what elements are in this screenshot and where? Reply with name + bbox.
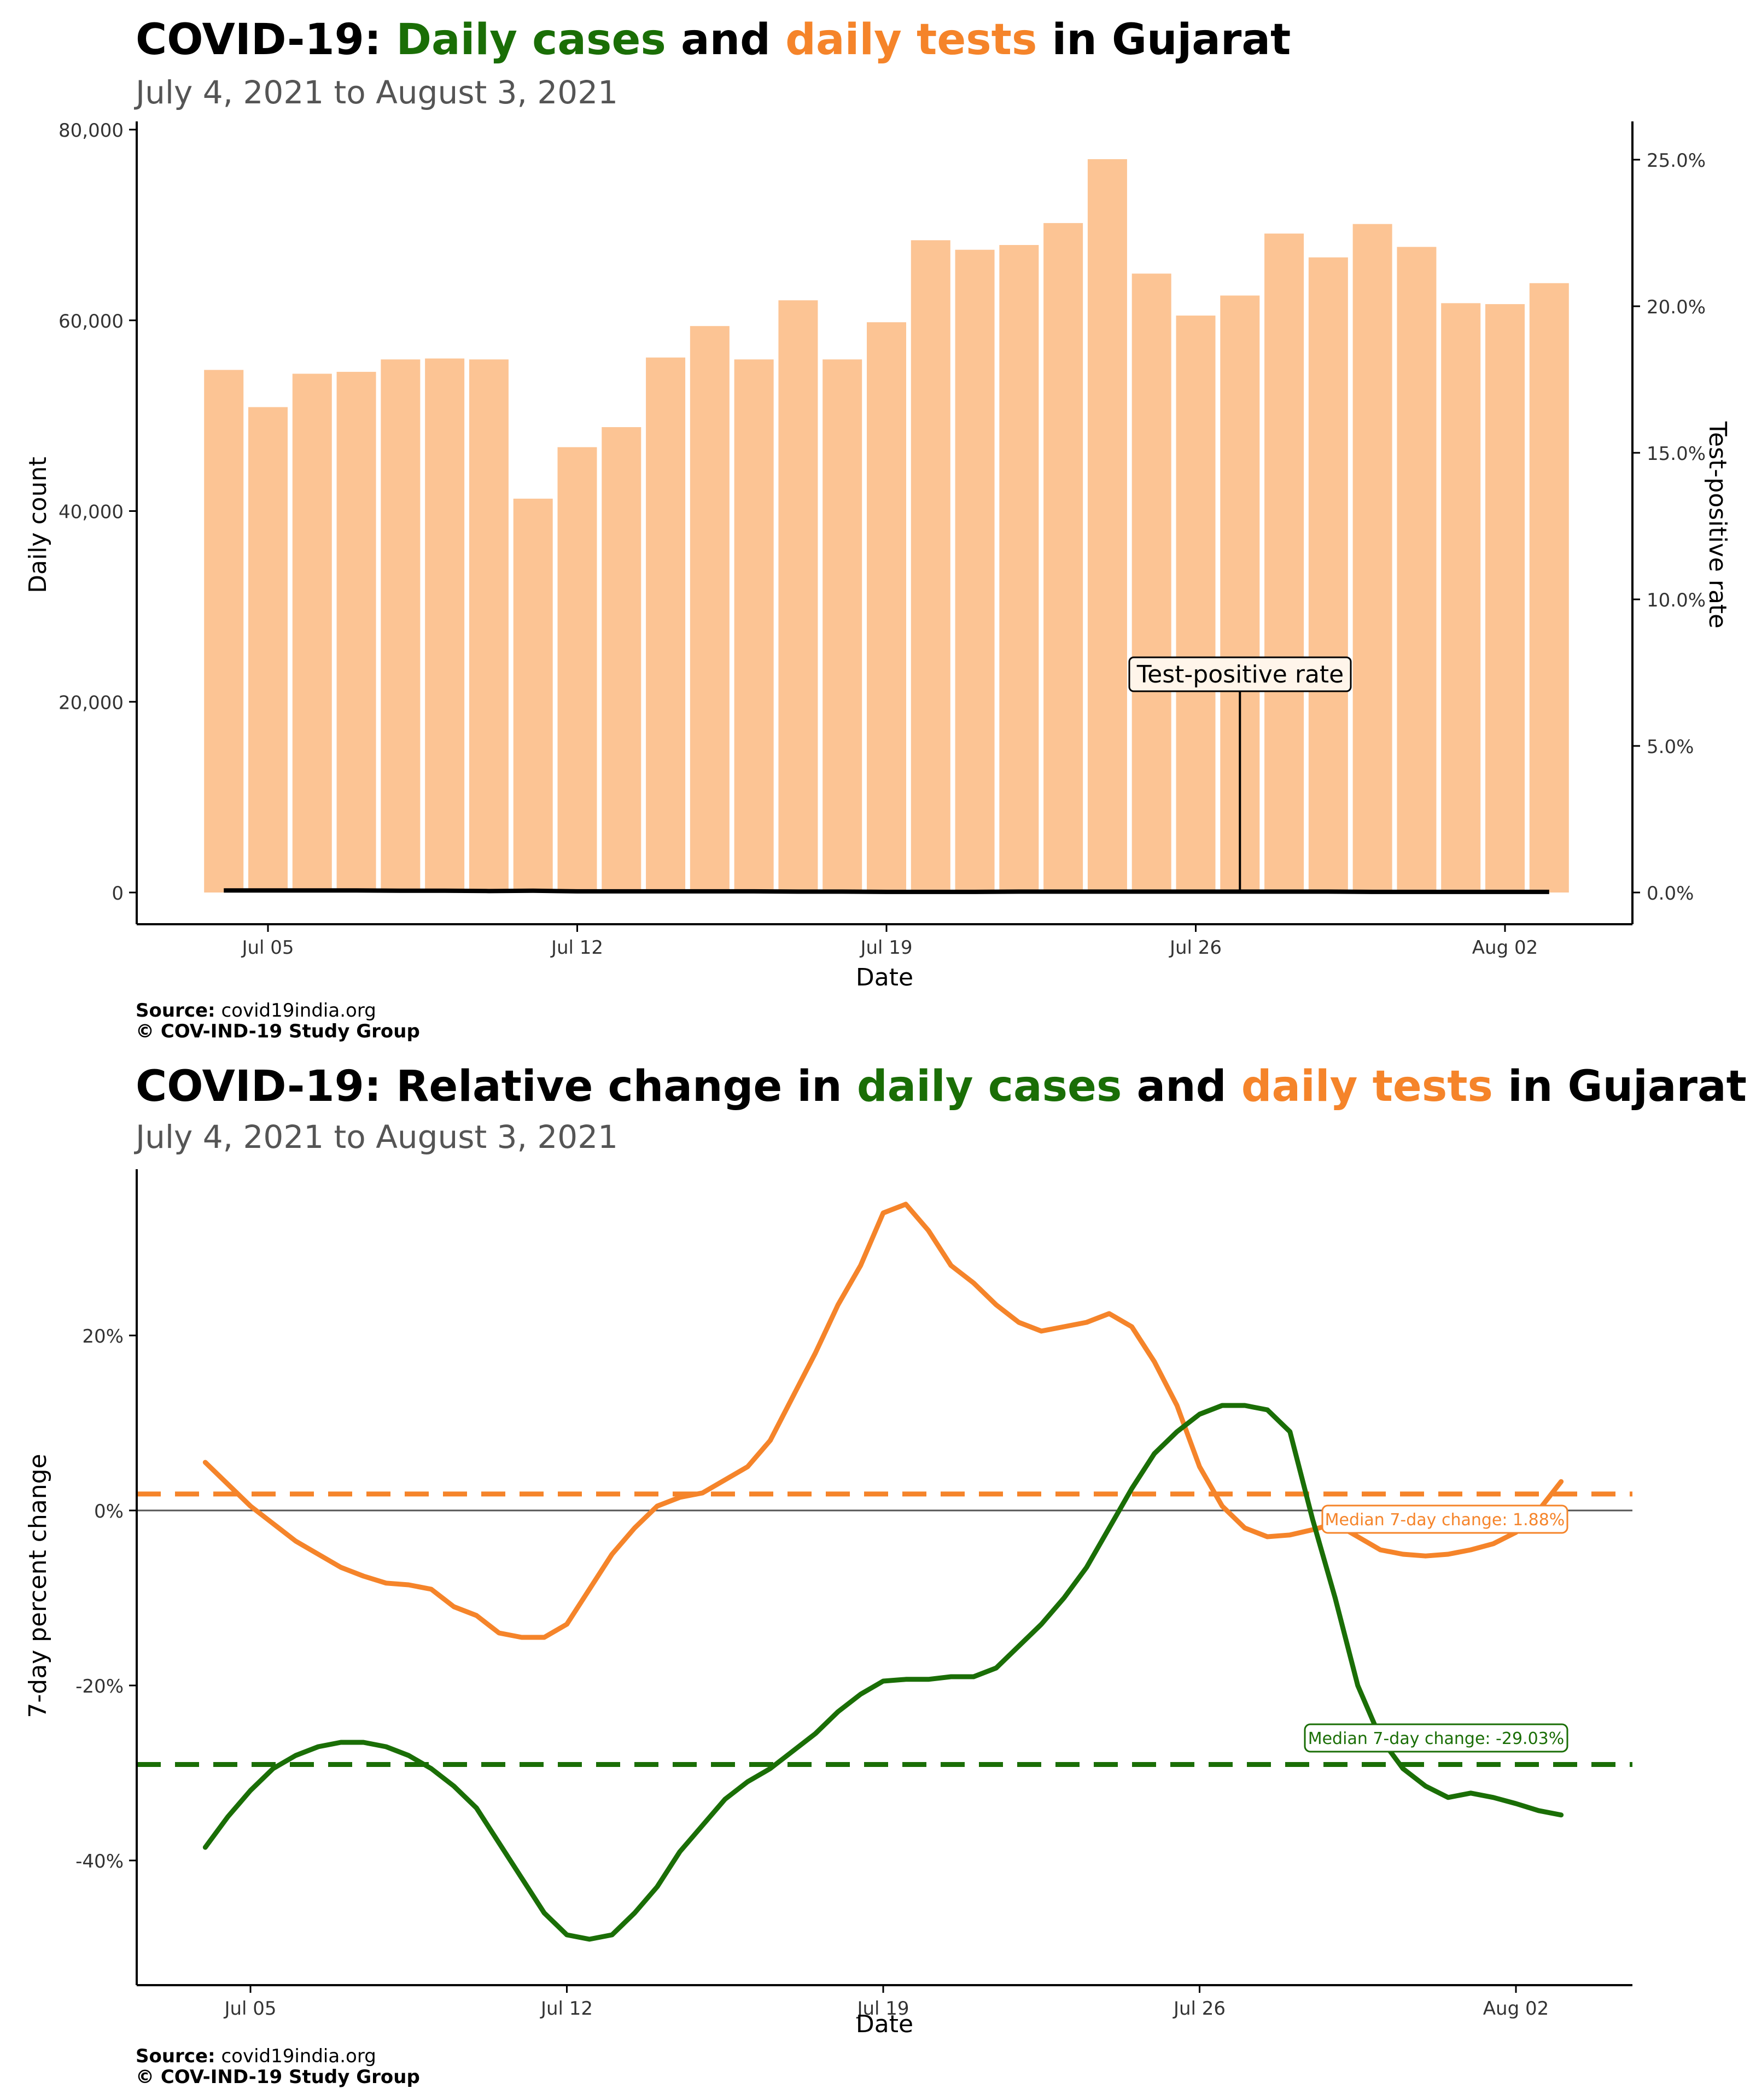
y-tick-label: 20% — [82, 1326, 124, 1348]
chart2-copyright: © COV-IND-19 Study Group — [136, 2066, 420, 2088]
y-axis-title: Daily count — [24, 457, 52, 593]
chart2-source: Source: covid19india.org — [136, 2045, 376, 2067]
chart2-title-and: and — [1122, 1062, 1241, 1111]
tests-bar — [955, 249, 995, 892]
y-right-tick-label: 20.0% — [1647, 296, 1706, 318]
x-axis-title: Date — [856, 964, 913, 991]
y-tick-label: 0 — [112, 883, 124, 905]
tests-bar — [1352, 224, 1392, 893]
y-right-tick-label: 10.0% — [1647, 590, 1706, 611]
chart1-source-label: Source: — [136, 1000, 215, 1022]
median-tests-label: Median 7-day change: 1.88% — [1325, 1510, 1565, 1530]
tests-bar — [1131, 273, 1171, 892]
tests-bar — [822, 359, 862, 892]
chart1-source-value: covid19india.org — [215, 1000, 376, 1022]
tests-bar — [469, 359, 509, 892]
x-tick-label: Aug 02 — [1483, 1998, 1549, 2020]
chart2-title-cases: daily cases — [856, 1062, 1122, 1111]
chart2-title-suffix: in Gujarat — [1492, 1062, 1747, 1111]
tests-bar — [1043, 223, 1083, 893]
chart2-subtitle: July 4, 2021 to August 3, 2021 — [136, 1118, 619, 1156]
y-right-tick-label: 25.0% — [1647, 150, 1706, 172]
tests-bar — [557, 447, 597, 892]
tests-bar — [425, 358, 465, 892]
chart2-title-tests: daily tests — [1241, 1062, 1493, 1111]
chart1-title: COVID-19: Daily cases and daily tests in… — [136, 15, 1291, 65]
chart1-title-prefix: COVID-19: — [136, 15, 396, 65]
median-cases-label-box — [1304, 1723, 1568, 1753]
y-tick-label: -40% — [75, 1851, 124, 1872]
tests-bar — [646, 357, 686, 892]
y-axis-title-right: Test-positive rate — [1704, 421, 1731, 628]
x-tick-label: Jul 26 — [1169, 937, 1222, 959]
test-positive-rate-line — [224, 888, 1549, 894]
tests-bar — [690, 326, 730, 892]
tests-bar — [867, 322, 906, 892]
tests-bar — [911, 240, 950, 892]
x-tick-label: Jul 12 — [540, 1998, 593, 2020]
tests-bar — [602, 427, 641, 892]
chart2-title: COVID-19: Relative change in daily cases… — [136, 1062, 1747, 1111]
y-tick-label: 0% — [94, 1501, 124, 1522]
y-tick-label: 60,000 — [59, 311, 124, 332]
median-tests-label-box — [1321, 1504, 1568, 1534]
y-right-tick-label: 5.0% — [1647, 736, 1694, 758]
y-right-tick-label: 15.0% — [1647, 443, 1706, 465]
annotation-label: Test-positive rate — [1136, 661, 1344, 689]
tests-bar — [381, 359, 421, 892]
chart1-source: Source: covid19india.org — [136, 1000, 376, 1022]
tests-bar — [1441, 303, 1481, 892]
chart1-subtitle: July 4, 2021 to August 3, 2021 — [136, 74, 619, 111]
chart2-plot: Median 7-day change: 1.88% Median 7-day c… — [24, 1169, 1632, 2038]
x-tick-label: Jul 26 — [1172, 1998, 1226, 2020]
y-tick-label: 40,000 — [59, 501, 124, 523]
y-tick-label: 20,000 — [59, 692, 124, 714]
tests-bar — [1485, 304, 1525, 893]
tests-bar — [734, 359, 774, 892]
tests-bar — [248, 407, 288, 892]
y-tick-label: -20% — [75, 1676, 124, 1698]
x-tick-label: Jul 12 — [550, 937, 603, 959]
chart2-source-label: Source: — [136, 2045, 215, 2067]
x-tick-label: Jul 19 — [856, 1998, 909, 2020]
y-right-tick-label: 0.0% — [1647, 883, 1694, 905]
x-tick-label: Jul 05 — [241, 937, 294, 959]
tests-bar — [292, 374, 332, 892]
tests-bar — [1308, 257, 1348, 893]
annotation-box — [1128, 656, 1352, 692]
y-tick-label: 80,000 — [59, 120, 124, 142]
cases-change-line — [202, 1403, 1564, 1942]
tests-bar — [204, 370, 244, 892]
tests-bar — [336, 371, 376, 892]
chart1-title-cases: Daily cases — [396, 15, 666, 65]
y-axis-title: 7-day percent change — [24, 1454, 52, 1718]
tests-bar — [1529, 283, 1569, 892]
tests-bar — [513, 498, 553, 892]
chart1-title-tests: daily tests — [785, 15, 1037, 65]
tests-bar — [1397, 247, 1437, 893]
x-tick-label: Jul 19 — [859, 937, 912, 959]
chart1-copyright: © COV-IND-19 Study Group — [136, 1020, 420, 1042]
chart1-plot: Test-positive rate 0 20,000 40,000 60,000 80,… — [24, 120, 1731, 991]
chart2-source-value: covid19india.org — [215, 2045, 376, 2067]
tests-bar — [1264, 234, 1304, 893]
tests-bar — [1176, 316, 1216, 892]
tests-change-line — [202, 1201, 1564, 1640]
tests-bar — [999, 244, 1039, 892]
x-tick-label: Aug 02 — [1472, 937, 1538, 959]
median-cases-label: Median 7-day change: -29.03% — [1308, 1729, 1565, 1748]
x-axis-title: Date — [856, 2010, 913, 2038]
x-tick-label: Jul 05 — [223, 1998, 276, 2020]
chart1-title-and: and — [666, 15, 786, 65]
chart1-title-suffix: in Gujarat — [1037, 15, 1291, 65]
tests-bar — [1087, 159, 1127, 892]
tests-bar — [778, 300, 818, 892]
chart2-title-prefix: COVID-19: Relative change in — [136, 1062, 857, 1111]
